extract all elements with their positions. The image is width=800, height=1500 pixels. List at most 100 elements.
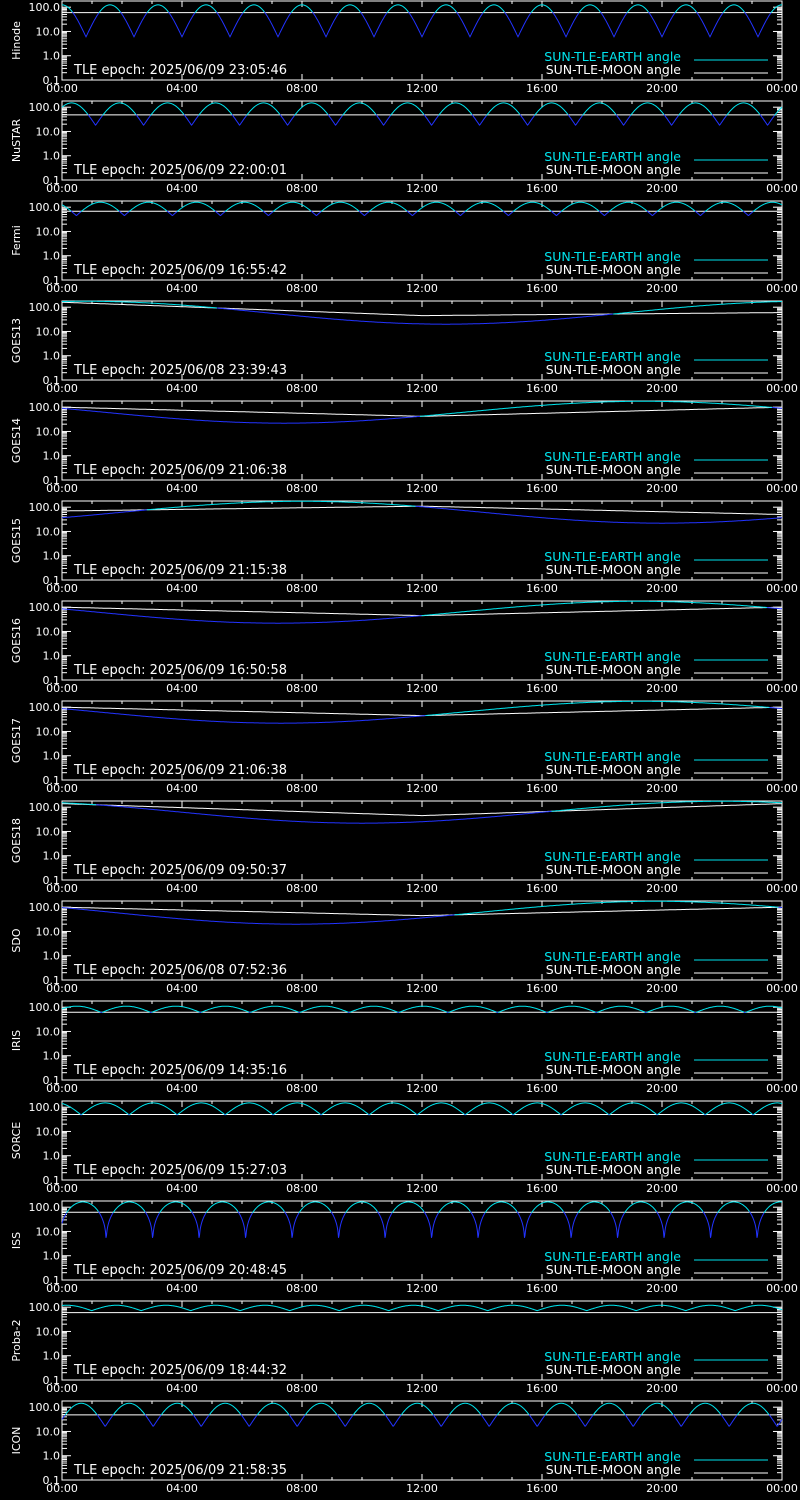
x-tick-label: 04:00 xyxy=(166,182,198,195)
series-line-earth xyxy=(330,1211,346,1238)
legend-earth-label: SUN-TLE-EARTH angle xyxy=(544,1349,681,1364)
series-line-moon xyxy=(62,706,782,717)
angle-chart-goes18: 0.1 1.0 10.0 100.0 00:00 04:00 08:00 12:00 16:00… xyxy=(10,800,798,895)
y-tick-label: 0.1 xyxy=(43,74,61,87)
series-line-earth xyxy=(112,1402,146,1416)
tle-epoch-label: TLE epoch: 2025/06/09 22:00:01 xyxy=(73,163,287,178)
x-tick-label: 00:00 xyxy=(46,182,78,195)
series-line-earth xyxy=(61,102,89,115)
x-tick-label: 00:00 xyxy=(766,382,798,395)
y-tick-label: 1.0 xyxy=(43,1250,61,1263)
series-line-earth xyxy=(504,11,532,38)
x-tick-label: 20:00 xyxy=(646,1482,678,1495)
x-tick-label: 16:00 xyxy=(526,982,558,995)
angle-chart-goes14: 0.1 1.0 10.0 100.0 00:00 04:00 08:00 12:00 16:00… xyxy=(10,400,798,495)
legend-earth-label: SUN-TLE-EARTH angle xyxy=(544,1149,681,1164)
series-line-earth xyxy=(717,1201,750,1214)
satellite-name: IRIS xyxy=(10,1030,23,1051)
series-line-earth xyxy=(327,114,343,126)
y-tick-label: 100.0 xyxy=(29,301,61,314)
series-line-earth xyxy=(552,11,580,38)
series-line-earth xyxy=(200,1005,250,1013)
x-tick-label: 12:00 xyxy=(406,782,438,795)
series-line-earth xyxy=(663,114,679,126)
satellite-name: GOES13 xyxy=(10,318,23,363)
x-tick-label: 08:00 xyxy=(286,1382,318,1395)
y-tick-label: 100.0 xyxy=(29,201,61,214)
satellite-name: NuSTAR xyxy=(10,119,23,163)
series-line-earth xyxy=(216,11,244,38)
x-tick-label: 20:00 xyxy=(646,282,678,295)
satellite-name: SDO xyxy=(10,928,23,952)
series-line-earth xyxy=(256,1402,290,1416)
x-tick-label: 20:00 xyxy=(646,1082,678,1095)
x-tick-label: 04:00 xyxy=(166,582,198,595)
x-tick-label: 12:00 xyxy=(406,982,438,995)
x-tick-label: 00:00 xyxy=(46,1082,78,1095)
series-line-earth xyxy=(694,210,706,217)
x-tick-label: 12:00 xyxy=(406,1182,438,1195)
series-line-earth xyxy=(711,114,727,126)
angle-chart-sdo: 0.1 1.0 10.0 100.0 00:00 04:00 08:00 12:00 16:00… xyxy=(10,900,798,995)
series-line-earth xyxy=(118,210,130,217)
series-line-earth xyxy=(146,4,169,14)
series-line-earth xyxy=(61,1212,67,1224)
y-tick-label: 100.0 xyxy=(29,801,61,814)
angle-chart-goes15: 0.1 1.0 10.0 100.0 00:00 04:00 08:00 12:00 16:00… xyxy=(10,500,798,595)
x-tick-label: 08:00 xyxy=(286,1482,318,1495)
y-tick-label: 0.1 xyxy=(43,1074,61,1087)
tle-epoch-label: TLE epoch: 2025/06/09 16:50:58 xyxy=(73,663,287,678)
legend-moon-label: SUN-TLE-MOON angle xyxy=(546,1162,682,1177)
y-tick-label: 1.0 xyxy=(43,1450,61,1463)
series-line-earth xyxy=(284,1211,300,1238)
series-line-earth xyxy=(470,1211,486,1238)
x-tick-label: 00:00 xyxy=(46,282,78,295)
series-line-earth xyxy=(386,4,409,14)
x-tick-label: 16:00 xyxy=(526,1282,558,1295)
y-tick-label: 100.0 xyxy=(29,101,61,114)
tle-epoch-label: TLE epoch: 2025/06/09 21:06:38 xyxy=(73,463,287,478)
tle-epoch-label: TLE epoch: 2025/06/09 09:50:37 xyxy=(73,863,287,878)
series-line-earth xyxy=(646,210,658,217)
series-line-earth xyxy=(482,4,505,14)
y-tick-label: 1.0 xyxy=(43,250,61,263)
series-line-moon xyxy=(62,906,782,917)
series-line-earth xyxy=(321,1102,369,1116)
y-tick-label: 1.0 xyxy=(43,1150,61,1163)
series-line-earth xyxy=(146,500,416,511)
series-line-earth xyxy=(771,406,782,409)
series-line-earth xyxy=(608,201,648,212)
satellite-name: Hinode xyxy=(10,21,23,60)
series-line-earth xyxy=(252,1201,285,1214)
x-tick-label: 00:00 xyxy=(766,782,798,795)
y-tick-label: 1.0 xyxy=(43,1350,61,1363)
x-tick-label: 04:00 xyxy=(166,1082,198,1095)
y-tick-label: 10.0 xyxy=(36,625,61,638)
series-line-earth xyxy=(61,1103,81,1115)
series-line-earth xyxy=(640,1402,674,1416)
series-line-earth xyxy=(96,1414,114,1427)
legend-earth-label: SUN-TLE-EARTH angle xyxy=(544,749,681,764)
legend-moon-label: SUN-TLE-MOON angle xyxy=(546,62,682,77)
satellite-name: Proba-2 xyxy=(10,1319,23,1361)
series-line-earth xyxy=(720,1414,738,1427)
x-tick-label: 08:00 xyxy=(286,582,318,595)
x-tick-label: 12:00 xyxy=(406,382,438,395)
series-line-earth xyxy=(377,1211,393,1238)
series-line-earth xyxy=(242,4,265,14)
series-line-earth xyxy=(496,1402,530,1416)
series-line-earth xyxy=(294,102,329,116)
series-line-earth xyxy=(672,1414,690,1427)
series-line-earth xyxy=(567,114,583,126)
x-tick-label: 16:00 xyxy=(526,1182,558,1195)
series-line-earth xyxy=(312,11,340,38)
angle-chart-goes16: 0.1 1.0 10.0 100.0 00:00 04:00 08:00 12:00 16:00… xyxy=(10,600,798,695)
y-tick-label: 0.1 xyxy=(43,1474,61,1487)
x-tick-label: 20:00 xyxy=(646,882,678,895)
legend-earth-label: SUN-TLE-EARTH angle xyxy=(544,449,681,464)
series-line-earth xyxy=(349,1005,398,1013)
series-line-earth xyxy=(759,114,775,126)
legend-moon-label: SUN-TLE-MOON angle xyxy=(546,1262,682,1277)
x-tick-label: 20:00 xyxy=(646,582,678,595)
